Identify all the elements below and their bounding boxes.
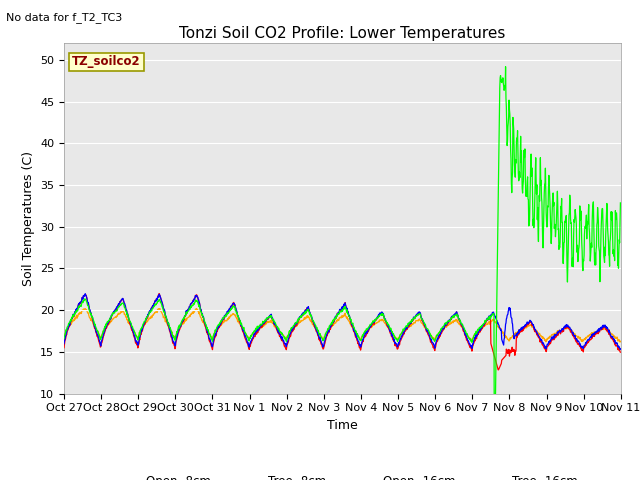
Y-axis label: Soil Temperatures (C): Soil Temperatures (C) <box>22 151 35 286</box>
X-axis label: Time: Time <box>327 419 358 432</box>
Text: No data for f_T2_TC3: No data for f_T2_TC3 <box>6 12 123 23</box>
Legend: Open -8cm, Tree -8cm, Open -16cm, Tree -16cm: Open -8cm, Tree -8cm, Open -16cm, Tree -… <box>102 470 582 480</box>
Text: TZ_soilco2: TZ_soilco2 <box>72 56 141 69</box>
Title: Tonzi Soil CO2 Profile: Lower Temperatures: Tonzi Soil CO2 Profile: Lower Temperatur… <box>179 25 506 41</box>
